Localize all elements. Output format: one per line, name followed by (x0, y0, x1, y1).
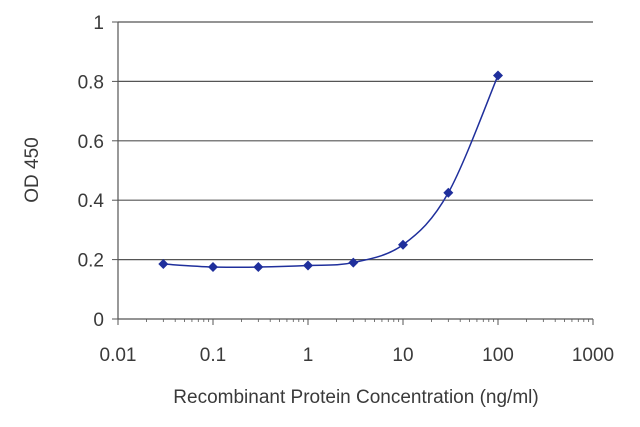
series-line (163, 75, 499, 269)
y-tick-label: 0.4 (78, 191, 105, 212)
y-tick-label: 1 (93, 13, 104, 34)
data-point (158, 259, 169, 270)
x-tick-label: 1000 (572, 345, 614, 366)
data-point (253, 262, 264, 273)
y-tick-label: 0.6 (78, 132, 104, 153)
x-tick-label: 1 (303, 345, 314, 366)
x-tick-label: 0.1 (200, 345, 226, 366)
x-tick-label: 0.01 (100, 345, 137, 366)
data-point (398, 239, 408, 250)
y-axis-title: OD 450 (22, 137, 43, 202)
data-point (348, 257, 359, 268)
x-axis-title: Recombinant Protein Concentration (ng/ml… (173, 387, 538, 408)
data-point (443, 187, 454, 198)
tick-labels: 0 0.2 0.4 0.6 0.8 1 0.01 0.1 1 10 100 1000 (78, 13, 615, 366)
x-tick-label: 100 (482, 345, 514, 366)
data-point (303, 260, 313, 271)
axes (112, 21, 594, 325)
y-tick-label: 0 (93, 310, 104, 331)
data-point (208, 262, 218, 273)
y-tick-label: 0.2 (78, 251, 104, 272)
data-series (158, 70, 503, 273)
x-tick-label: 10 (392, 345, 413, 366)
gridlines (118, 21, 593, 261)
data-point (493, 70, 503, 81)
y-tick-label: 0.8 (78, 72, 104, 93)
